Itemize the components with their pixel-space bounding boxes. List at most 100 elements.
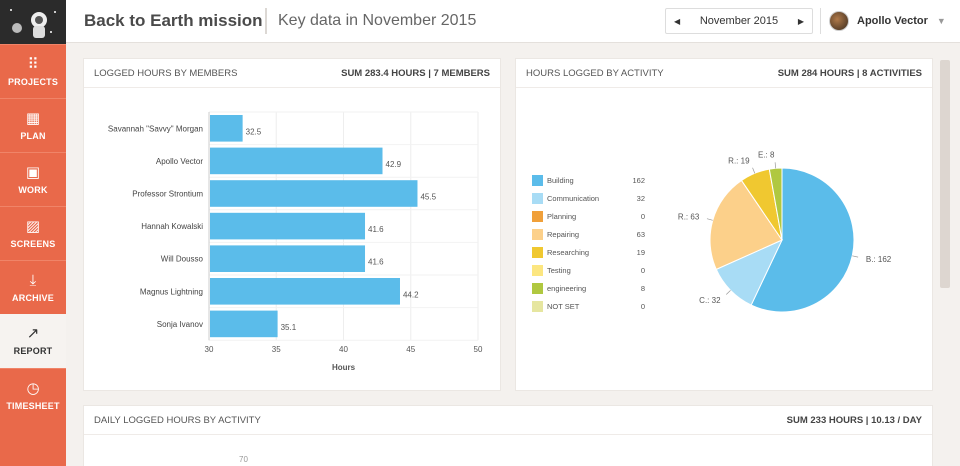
pie-legend: Building 162 Communication 32 Planning 0 Repai… <box>532 171 645 315</box>
sidebar-item-plan[interactable]: ▦ PLAN <box>0 98 66 152</box>
legend-swatch <box>532 264 543 276</box>
slice-leader-line <box>774 162 776 169</box>
page-title: Back to Earth mission <box>84 11 263 30</box>
legend-label: Planning <box>547 211 577 221</box>
legend-item[interactable]: Planning 0 <box>532 207 645 225</box>
avatar[interactable] <box>829 11 849 31</box>
slice-leader-line <box>852 255 859 258</box>
image-icon: ▨ <box>25 217 41 235</box>
pie-slice[interactable] <box>750 167 855 313</box>
month-picker: ◀ November 2015 ▶ <box>665 8 813 34</box>
sidebar-item-label: SCREENS <box>10 238 56 249</box>
bar-value-label: 35.1 <box>281 323 297 332</box>
bar-category-label: Apollo Vector <box>156 157 203 166</box>
legend-label: Repairing <box>547 229 580 239</box>
bar-value-label: 42.9 <box>386 160 402 169</box>
bar[interactable] <box>210 310 278 338</box>
slice-leader-line <box>706 218 713 221</box>
slice-label: R.: 63 <box>678 213 700 222</box>
scrollbar[interactable] <box>940 60 950 288</box>
bar[interactable] <box>210 212 366 240</box>
bar-category-label: Professor Strontium <box>132 190 203 199</box>
daily-chart-tick: 70 <box>239 455 248 464</box>
legend-item[interactable]: Testing 0 <box>532 261 645 279</box>
sidebar-item-label: PROJECTS <box>7 76 59 87</box>
next-month-icon[interactable]: ▶ <box>797 16 804 26</box>
legend-swatch <box>532 282 543 294</box>
legend-swatch <box>532 300 543 312</box>
slice-label: C.: 32 <box>699 296 721 305</box>
pie-slice[interactable] <box>709 179 783 271</box>
download-icon: ⤓ <box>29 271 37 289</box>
legend-label: Testing <box>547 265 571 275</box>
activity-panel: HOURS LOGGED BY ACTIVITY SUM 284 HOURS |… <box>515 58 933 391</box>
sidebar-item-report[interactable]: ↗ REPORT <box>0 314 66 368</box>
legend-value: 8 <box>640 283 645 293</box>
bar-value-label: 45.5 <box>420 193 436 202</box>
activity-panel-summary: SUM 284 HOURS | 8 ACTIVITIES <box>777 67 922 79</box>
bar-value-label: 41.6 <box>368 225 384 234</box>
daily-panel: DAILY LOGGED HOURS BY ACTIVITY SUM 233 H… <box>83 405 933 466</box>
legend-value: 32 <box>636 193 645 203</box>
bar-value-label: 41.6 <box>368 258 384 267</box>
sidebar-item-screens[interactable]: ▨ SCREENS <box>0 206 66 260</box>
bar[interactable] <box>210 115 243 142</box>
pie-slice[interactable] <box>768 167 783 241</box>
legend-label: Communication <box>547 193 600 203</box>
sidebar: ⠿ PROJECTS ▦ PLAN ▣ WORK ▨ SCREENS ⤓ ARCHIVE ↗ REPO… <box>0 0 66 466</box>
bar[interactable] <box>210 147 383 175</box>
legend-value: 63 <box>636 229 645 239</box>
user-menu[interactable]: Apollo Vector ▼ <box>829 11 946 31</box>
members-panel: LOGGED HOURS BY MEMBERS SUM 283.4 HOURS … <box>83 58 501 391</box>
sidebar-item-label: TIMESHEET <box>6 400 60 411</box>
chevron-down-icon[interactable]: ▼ <box>936 16 946 26</box>
clock-icon: ◷ <box>26 379 40 397</box>
sidebar-item-work[interactable]: ▣ WORK <box>0 152 66 206</box>
members-panel-summary: SUM 283.4 HOURS | 7 MEMBERS <box>341 67 490 79</box>
legend-item[interactable]: Repairing 63 <box>532 225 645 243</box>
prev-month-icon[interactable]: ◀ <box>674 16 681 26</box>
legend-swatch <box>532 174 543 186</box>
legend-item[interactable]: engineering 8 <box>532 279 645 297</box>
bar[interactable] <box>210 180 418 207</box>
legend-item[interactable]: Building 162 <box>532 171 645 189</box>
activity-panel-title: HOURS LOGGED BY ACTIVITY <box>526 67 664 79</box>
daily-panel-title: DAILY LOGGED HOURS BY ACTIVITY <box>94 414 261 426</box>
legend-item[interactable]: Researching 19 <box>532 243 645 261</box>
legend-label: NOT SET <box>547 301 580 311</box>
x-tick-label: 35 <box>272 345 281 354</box>
sidebar-item-archive[interactable]: ⤓ ARCHIVE <box>0 260 66 314</box>
bar[interactable] <box>210 245 366 272</box>
sidebar-item-label: REPORT <box>13 346 53 356</box>
astronaut-logo[interactable] <box>0 0 66 44</box>
bar[interactable] <box>210 278 400 305</box>
sidebar-item-timesheet[interactable]: ◷ TIMESHEET <box>0 368 66 422</box>
grid-icon: ⠿ <box>27 55 39 73</box>
calendar-icon: ▦ <box>25 109 41 127</box>
sidebar-item-projects[interactable]: ⠿ PROJECTS <box>0 44 66 98</box>
user-name[interactable]: Apollo Vector <box>857 15 928 27</box>
x-axis-title: Hours <box>332 363 356 372</box>
trend-icon: ↗ <box>26 325 40 342</box>
slice-label: E.: 8 <box>758 150 775 159</box>
header-divider <box>265 8 267 34</box>
bar-value-label: 32.5 <box>246 127 262 136</box>
legend-item[interactable]: NOT SET 0 <box>532 297 645 315</box>
sidebar-item-label: ARCHIVE <box>12 292 54 303</box>
legend-swatch <box>532 228 543 240</box>
current-month[interactable]: November 2015 <box>699 15 779 27</box>
bar-category-label: Magnus Lightning <box>140 287 203 296</box>
legend-item[interactable]: Communication 32 <box>532 189 645 207</box>
legend-swatch <box>532 246 543 258</box>
page-subtitle: Key data in November 2015 <box>278 12 477 29</box>
legend-value: 0 <box>640 211 645 221</box>
legend-value: 162 <box>632 175 645 185</box>
header: Back to Earth mission Key data in Novemb… <box>66 0 960 43</box>
slice-label: B.: 162 <box>866 255 892 264</box>
legend-swatch <box>532 192 543 204</box>
legend-label: Building <box>547 175 574 185</box>
bar-category-label: Will Dousso <box>161 255 204 264</box>
members-bar-chart: 30 35 40 45 50 Savannah "Savvy" Morgan 32.5 Apo… <box>108 111 483 372</box>
x-tick-label: 40 <box>339 345 348 354</box>
legend-value: 0 <box>640 301 645 311</box>
